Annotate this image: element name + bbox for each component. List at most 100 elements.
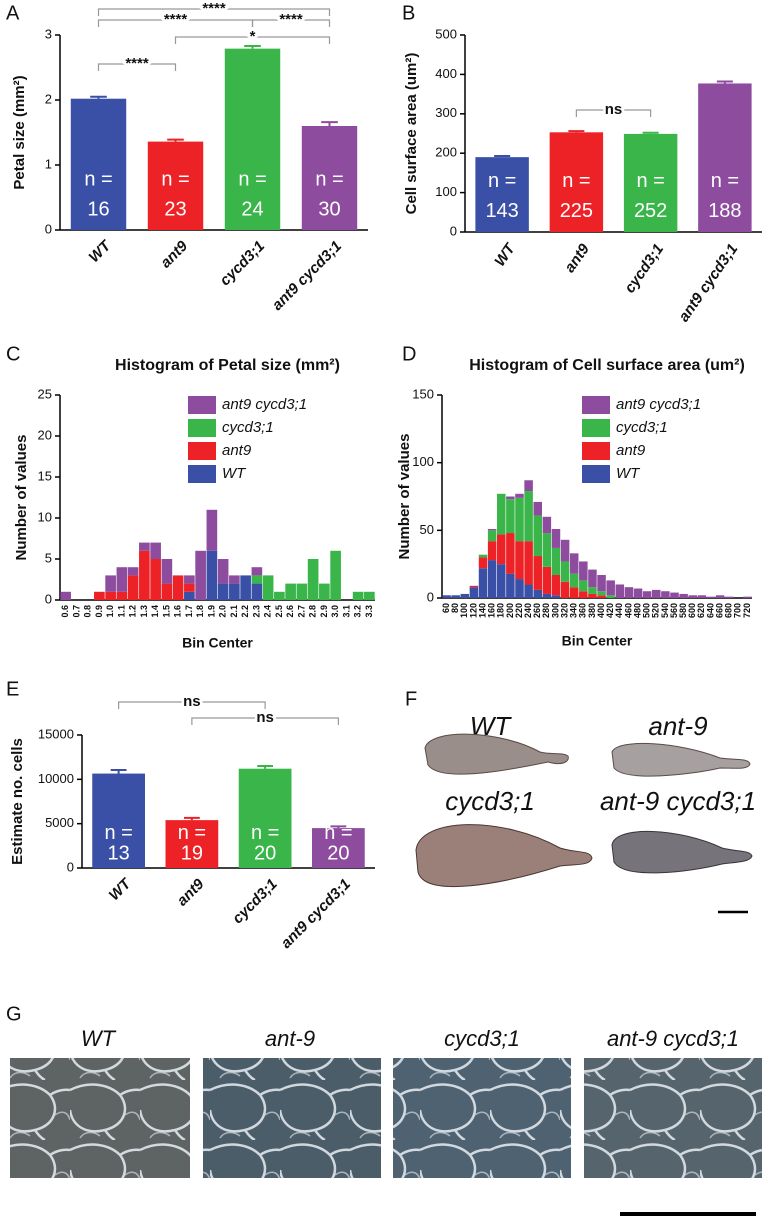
y-tick-label: 10	[38, 509, 52, 524]
y-tick-label: 15	[38, 468, 52, 483]
y-axis-label: Petal size (mm²)	[11, 75, 28, 189]
n-count: 30	[318, 198, 340, 220]
histogram-bar	[274, 591, 285, 600]
histogram-bar	[515, 541, 524, 580]
histogram-bar	[542, 516, 552, 534]
histogram-bar	[105, 575, 116, 592]
photo-label: ant-9 cycd3;1	[600, 786, 756, 816]
significance-bracket	[191, 717, 339, 725]
histogram-bar	[469, 587, 479, 598]
x-tick-label: 700	[733, 603, 743, 618]
photo-label: cycd3;1	[445, 786, 535, 816]
histogram-bar	[139, 550, 150, 600]
legend-label: cycd3;1	[222, 419, 274, 436]
category-label: ant9	[174, 875, 208, 909]
bar	[92, 773, 145, 868]
x-tick-label: 2.7	[296, 605, 306, 618]
x-tick-label: 2.0	[218, 605, 228, 618]
significance-bracket	[251, 19, 331, 27]
histogram-bar	[105, 591, 116, 600]
error-bar	[90, 95, 107, 99]
error-bar	[321, 121, 338, 126]
x-tick-label: 560	[669, 603, 679, 618]
error-bar	[167, 138, 184, 142]
x-tick-label: 1.7	[184, 605, 194, 618]
cell-outlines	[10, 1058, 190, 1178]
x-tick-label: 260	[532, 603, 542, 618]
histogram-bar	[184, 583, 195, 592]
y-tick-label: 100	[412, 454, 434, 469]
histogram-bar	[524, 491, 533, 542]
histogram-bar	[285, 583, 296, 600]
significance-bracket	[118, 701, 266, 709]
panel-letter: A	[6, 2, 20, 24]
cell-outlines	[584, 1058, 762, 1178]
x-tick-label: 2.3	[251, 605, 261, 618]
significance-bracket	[174, 36, 331, 44]
n-count: 252	[634, 200, 667, 222]
x-tick-label: 580	[678, 603, 688, 618]
x-tick-label: 1.1	[116, 605, 126, 618]
histogram-bar	[597, 591, 606, 596]
histogram-bar	[579, 561, 588, 581]
legend-swatch	[582, 396, 610, 414]
legend-swatch	[188, 419, 216, 437]
y-tick-label: 200	[435, 145, 457, 160]
histogram-bar	[642, 591, 652, 598]
x-tick-label: 2.2	[240, 605, 250, 618]
x-tick-label: 620	[696, 603, 706, 618]
legend-swatch	[188, 442, 216, 460]
histogram-bar	[542, 566, 552, 594]
histogram-bar	[184, 575, 195, 584]
significance-label: ****	[202, 0, 226, 17]
legend-label: cycd3;1	[616, 419, 668, 436]
histogram-bar	[706, 596, 716, 598]
category-label: ant9 cycd3;1	[269, 238, 345, 314]
histogram-bar	[478, 554, 488, 558]
x-tick-label: 400	[596, 603, 606, 618]
category-label: cycd3;1	[217, 238, 269, 290]
error-bar	[716, 80, 733, 84]
histogram-bar	[116, 591, 128, 600]
x-tick-label: 520	[651, 603, 661, 618]
histogram-bar	[569, 553, 579, 574]
histogram-bar	[579, 591, 588, 598]
category-label: WT	[491, 239, 519, 269]
category-label: ant9	[561, 240, 593, 276]
cell-outlines	[203, 1058, 381, 1178]
histogram-bar	[652, 589, 661, 598]
histogram-bar	[715, 595, 725, 598]
error-bar	[642, 131, 659, 134]
histogram-bar	[661, 591, 670, 598]
x-tick-label: 0.6	[60, 605, 70, 618]
histogram-bar	[606, 580, 615, 596]
histogram-bar	[251, 575, 263, 584]
histogram-bar	[172, 575, 184, 600]
y-axis-label: Estimate no. cells	[9, 738, 26, 865]
panel-letter: D	[402, 343, 416, 365]
histogram-bar	[606, 595, 615, 598]
histogram-bar	[743, 596, 752, 598]
cell-outlines	[393, 1058, 571, 1178]
x-tick-label: 80	[450, 603, 460, 613]
x-tick-label: 0.7	[71, 605, 81, 618]
x-tick-label: 1.5	[161, 605, 171, 618]
x-tick-label: 320	[559, 603, 569, 618]
x-tick-label: 660	[714, 603, 724, 618]
n-prefix: n =	[711, 170, 739, 192]
legend-swatch	[582, 442, 610, 460]
n-count: 19	[181, 843, 203, 865]
histogram-bar	[127, 575, 139, 600]
bar	[301, 126, 358, 230]
histogram-bar	[615, 584, 625, 598]
x-tick-label: 280	[541, 603, 551, 618]
photo-label: ant-9	[265, 1026, 315, 1051]
x-tick-label: 220	[514, 603, 524, 618]
n-prefix: n =	[251, 822, 279, 844]
legend-label: ant9	[616, 442, 646, 459]
histogram-bar	[150, 542, 161, 559]
y-tick-label: 300	[435, 105, 457, 120]
n-prefix: n =	[562, 170, 590, 192]
category-label: WT	[106, 874, 136, 904]
